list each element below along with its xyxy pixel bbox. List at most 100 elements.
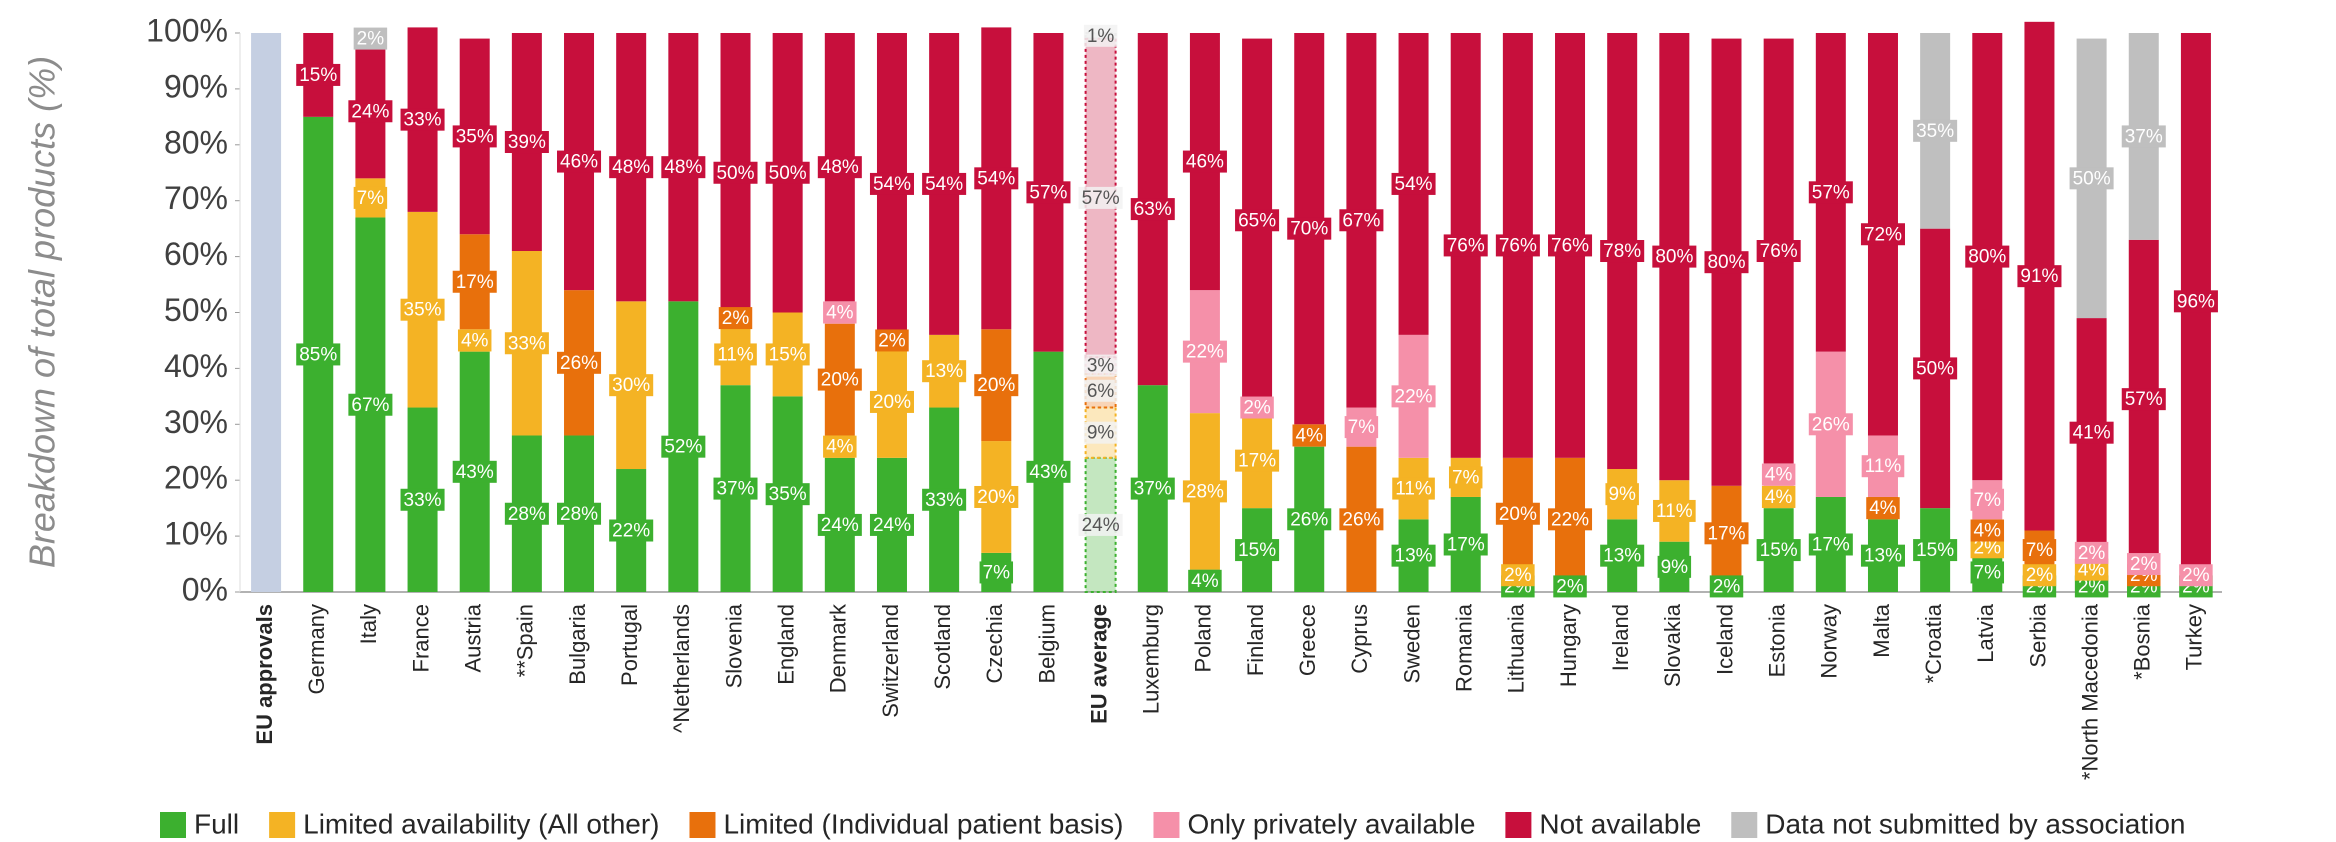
- data-label: 2%: [875, 329, 909, 351]
- data-label-bg: [1970, 536, 2005, 559]
- data-label: 2%: [1970, 536, 2005, 559]
- x-tick-label: Belgium: [1034, 604, 1059, 683]
- data-label-text: 2%: [1974, 537, 2002, 558]
- data-label-text: 78%: [1603, 241, 1641, 262]
- data-label: 46%: [557, 150, 602, 173]
- data-label: 70%: [1287, 217, 1332, 240]
- data-label-bg: [714, 343, 757, 366]
- data-label-text: 15%: [1760, 540, 1798, 561]
- reference-bar: [251, 33, 282, 592]
- y-tick-label: 60%: [164, 236, 228, 272]
- data-label-bg: [504, 502, 549, 525]
- data-label-bg: [1913, 119, 1958, 142]
- data-label-text: 26%: [1342, 509, 1380, 530]
- data-label-text: 28%: [508, 504, 546, 525]
- data-label-bg: [348, 100, 393, 123]
- x-tick-label: Switzerland: [878, 604, 903, 718]
- data-label-text: 7%: [357, 188, 385, 209]
- data-label-bg: [1970, 519, 2005, 542]
- data-label-bg: [1761, 463, 1796, 486]
- data-label-bg: [1657, 555, 1692, 578]
- data-label-text: 80%: [1655, 247, 1693, 268]
- data-label-bg: [452, 125, 497, 148]
- data-label-text: 24%: [821, 515, 859, 536]
- x-tick-label: Germany: [304, 604, 329, 694]
- x-tick-label: Iceland: [1712, 604, 1737, 675]
- data-label: 2%: [2127, 553, 2161, 575]
- y-axis-title: Breakdown of total products (%): [22, 56, 63, 568]
- data-label-text: 2%: [878, 330, 906, 351]
- data-label: 2%: [2074, 541, 2109, 564]
- data-label-text: 35%: [1916, 121, 1954, 142]
- data-label-text: 72%: [1864, 224, 1902, 245]
- data-label-text: 17%: [1812, 535, 1850, 556]
- data-label-text: 43%: [456, 462, 494, 483]
- data-label-bg: [1600, 240, 1645, 263]
- x-tick-label: Latvia: [1973, 603, 1998, 662]
- data-label-bg: [1287, 508, 1332, 531]
- data-label: 2%: [2022, 564, 2057, 586]
- data-label: 33%: [400, 488, 445, 511]
- data-label-text: 48%: [664, 157, 702, 178]
- data-label: 50%: [765, 161, 810, 184]
- data-label: 54%: [922, 172, 967, 195]
- data-label-text: 7%: [2026, 540, 2054, 561]
- data-label-bg: [1443, 234, 1488, 257]
- data-label: 37%: [713, 477, 758, 500]
- data-label-bg: [869, 390, 914, 413]
- y-tick-label: 0%: [182, 571, 228, 607]
- data-label-text: 57%: [2125, 389, 2163, 410]
- data-label-bg: [1182, 150, 1227, 173]
- data-label-bg: [2074, 575, 2109, 598]
- data-label: 48%: [609, 156, 654, 178]
- data-label: 57%: [1026, 181, 1071, 203]
- data-label: 28%: [1182, 480, 1227, 502]
- data-label-bg: [1808, 413, 1853, 436]
- x-tick-label: Lithuania: [1504, 603, 1529, 693]
- data-label: 4%: [823, 301, 857, 324]
- data-label-text: 46%: [560, 152, 598, 173]
- data-label-text: 7%: [983, 562, 1011, 583]
- x-tick-label: Czechia: [982, 603, 1007, 683]
- data-label-text: 37%: [716, 479, 754, 500]
- data-label: 24%: [348, 100, 393, 123]
- data-label: 37%: [2121, 125, 2166, 147]
- data-label-bg: [1913, 357, 1958, 380]
- data-label-bg: [1913, 539, 1958, 562]
- data-label-text: 50%: [769, 163, 807, 184]
- data-label-bg: [2069, 167, 2114, 190]
- data-label-bg: [922, 172, 967, 195]
- data-label-bg: [1756, 240, 1801, 263]
- y-tick-label: 40%: [164, 348, 228, 384]
- data-label-text: 13%: [1603, 546, 1641, 567]
- y-tick-label: 100%: [146, 12, 228, 48]
- data-label-text: 35%: [456, 126, 494, 147]
- data-label-text: 17%: [1707, 523, 1745, 544]
- data-label-text: 52%: [664, 437, 702, 458]
- data-label: 7%: [1970, 488, 2005, 511]
- data-label-bg: [1495, 502, 1540, 525]
- data-label: 15%: [765, 343, 810, 365]
- x-tick-label: Turkey: [2182, 604, 2207, 670]
- data-label-text: 41%: [2073, 423, 2111, 444]
- data-label: 22%: [1182, 340, 1227, 363]
- data-label: 4%: [457, 329, 492, 351]
- data-label-bg: [2074, 558, 2109, 581]
- data-label-bg: [922, 360, 967, 383]
- data-label-text: 57%: [1029, 182, 1067, 203]
- data-label-bg: [1130, 198, 1175, 221]
- data-label-text: 2%: [1713, 576, 1741, 597]
- data-label: 22%: [1391, 385, 1436, 407]
- data-label-bg: [1501, 564, 1535, 587]
- legend-swatch: [689, 812, 716, 838]
- data-label-text: 33%: [925, 490, 963, 511]
- data-label-text: 7%: [1974, 490, 2002, 511]
- data-label-text: 17%: [456, 272, 494, 293]
- data-label-bg: [869, 172, 914, 195]
- data-label-text: 33%: [404, 490, 442, 511]
- data-label: 26%: [557, 351, 602, 374]
- data-label: 76%: [1756, 240, 1801, 263]
- y-tick-label: 50%: [164, 292, 228, 328]
- data-label-text: 20%: [977, 487, 1015, 508]
